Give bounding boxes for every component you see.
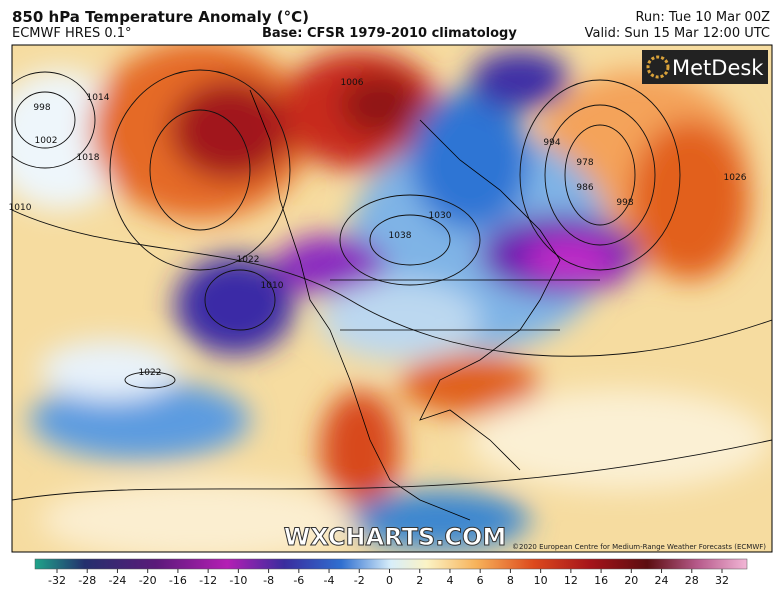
- base: Base: CFSR 1979-2010 climatology: [262, 26, 517, 41]
- isobar-label: 994: [543, 138, 560, 148]
- isobar-label: 1038: [389, 231, 412, 241]
- isobar-label: 998: [616, 198, 633, 208]
- colorbar-label: 24: [655, 574, 669, 587]
- colorbar-label: 12: [564, 574, 578, 587]
- colorbar-label: 0: [386, 574, 393, 587]
- colorbar-label: 4: [446, 574, 453, 587]
- isobar-label: 1010: [9, 203, 32, 213]
- colorbar-label: 16: [594, 574, 608, 587]
- anomaly-field: [12, 45, 772, 552]
- isobar-label: 1002: [35, 136, 58, 146]
- colorbar-label: 2: [416, 574, 423, 587]
- coastlines: [249, 89, 600, 521]
- logo-box: [642, 50, 768, 84]
- isobar-label: 1030: [429, 211, 452, 221]
- colorbar-label: -10: [229, 574, 247, 587]
- isobar-label: 1022: [237, 255, 260, 265]
- isobar-label: 1018: [77, 153, 100, 163]
- colorbar-label: -2: [354, 574, 365, 587]
- isobar-label: 1014: [87, 93, 110, 103]
- colorbar-label: -4: [324, 574, 335, 587]
- colorbar-label: -24: [108, 574, 126, 587]
- run: Run: Tue 10 Mar 00Z: [635, 10, 770, 25]
- colorbar-label: -20: [139, 574, 157, 587]
- isobars: [12, 69, 772, 501]
- logo: MetDesk: [672, 56, 764, 80]
- colorbar-label: 6: [477, 574, 484, 587]
- colorbar-label: 20: [624, 574, 638, 587]
- isobar-label: 1026: [724, 173, 747, 183]
- isobar-label: 986: [576, 183, 593, 193]
- colorbar-label: -28: [78, 574, 96, 587]
- colorbar: [34, 558, 748, 570]
- colorbar-label: 32: [715, 574, 729, 587]
- valid: Valid: Sun 15 Mar 12:00 UTC: [584, 26, 770, 41]
- isobar-label: 1022: [139, 368, 162, 378]
- isobar-label: 1006: [341, 78, 364, 88]
- colorbar-label: -8: [263, 574, 274, 587]
- colorbar-label: -32: [48, 574, 66, 587]
- colorbar-label: 10: [534, 574, 548, 587]
- colorbar-label: 28: [685, 574, 699, 587]
- isobar-label: 1010: [261, 281, 284, 291]
- copyright: ©2020 European Centre for Medium-Range W…: [512, 543, 766, 551]
- model: ECMWF HRES 0.1°: [12, 26, 132, 41]
- isobar-label: 978: [576, 158, 593, 168]
- colorbar-label: -16: [169, 574, 187, 587]
- isobar-label: 998: [33, 103, 50, 113]
- watermark: WXCHARTS.COM: [284, 523, 506, 551]
- title: 850 hPa Temperature Anomaly (°C): [12, 8, 309, 26]
- colorbar-label: 8: [507, 574, 514, 587]
- colorbar-label: -12: [199, 574, 217, 587]
- colorbar-label: -6: [293, 574, 304, 587]
